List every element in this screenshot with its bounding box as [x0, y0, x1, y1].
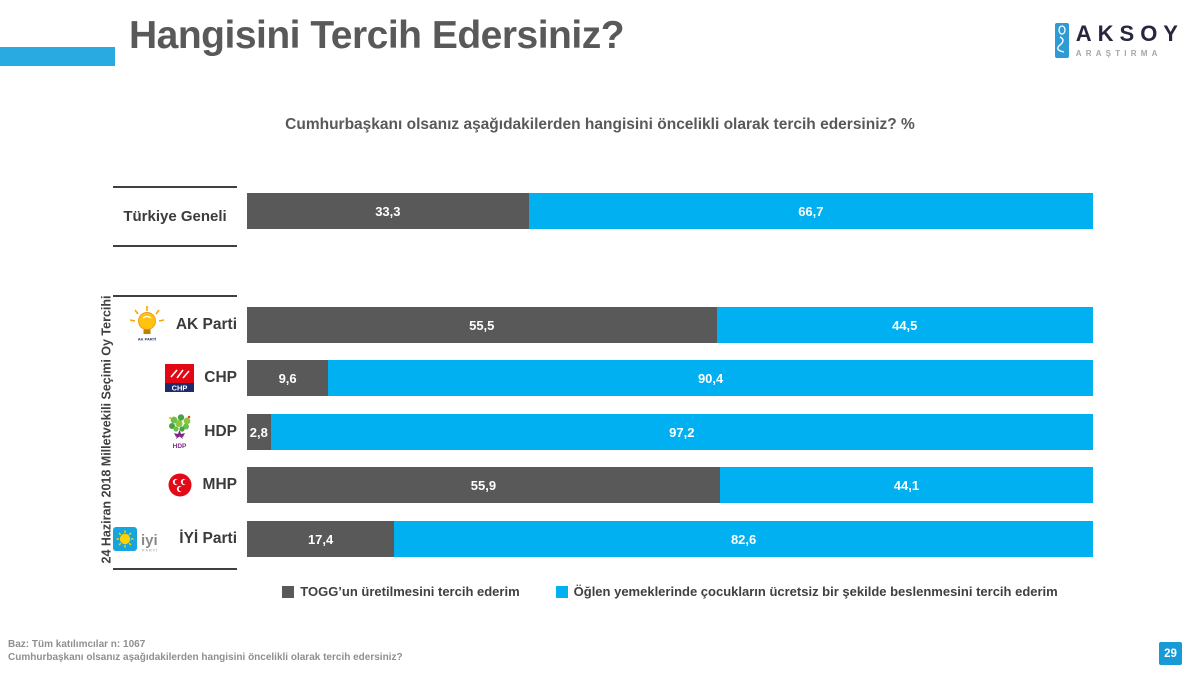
footer-question-note: Cumhurbaşkanı olsanız aşağıdakilerden ha…: [8, 652, 403, 663]
segment-lunch: 82,6: [394, 521, 1093, 557]
category-label: MHP: [57, 467, 237, 503]
segment-togg: 55,5: [247, 307, 717, 343]
bar-row-5: iyi PARTİ İYİ Parti 17,4 82,6: [0, 521, 1200, 557]
segment-togg: 17,4: [247, 521, 395, 557]
logo-subtext: ARAŞTIRMA: [1075, 49, 1162, 58]
aksoy-logo-icon: [1054, 22, 1071, 64]
svg-text:HDP: HDP: [173, 443, 187, 450]
legend-item-togg: TOGG’un üretilmesini tercih ederim: [282, 584, 520, 599]
aksoy-logo: AKSOY ARAŞTIRMA: [1054, 22, 1184, 64]
segment-lunch: 44,1: [719, 467, 1093, 503]
category-label: iyi PARTİ İYİ Parti: [57, 521, 237, 557]
bar-row-1: AK PARTİ AK Parti 55,5 44,5: [0, 305, 1200, 345]
stacked-bar: 9,6 90,4: [247, 360, 1093, 396]
segment-lunch: 66,7: [528, 193, 1093, 229]
segment-togg: 2,8: [247, 414, 271, 450]
category-label-text: AK Parti: [175, 316, 237, 333]
segment-togg: 55,9: [247, 467, 720, 503]
bar-row-3: HDP HDP 2,8 97,2: [0, 412, 1200, 453]
mhp-logo-icon: [166, 471, 194, 499]
bar-value-label: 33,3: [375, 203, 401, 219]
bar-value-label: 2,8: [249, 424, 268, 440]
bar-value-label: 90,4: [697, 370, 724, 386]
category-label-text: İYİ Parti: [179, 530, 237, 547]
page-number-badge: 29: [1159, 642, 1182, 665]
category-label-text: MHP: [202, 476, 237, 493]
category-label: HDP HDP: [57, 412, 237, 453]
bar-value-label: 82,6: [730, 531, 757, 547]
stacked-bar: 2,8 97,2: [247, 414, 1093, 450]
category-label: CHP CHP: [57, 360, 237, 396]
legend-swatch-icon: [555, 585, 568, 598]
svg-text:iyi: iyi: [141, 532, 158, 549]
legend-swatch-icon: [282, 585, 295, 598]
segment-lunch: 44,5: [716, 307, 1093, 343]
chart-question: Cumhurbaşkanı olsanız aşağıdakilerden ha…: [285, 116, 915, 133]
page-title: Hangisini Tercih Edersiniz?: [129, 14, 625, 57]
logo-name: AKSOY: [1075, 21, 1184, 46]
stacked-bar: 55,5 44,5: [247, 307, 1093, 343]
hdp-logo-icon: HDP: [164, 412, 195, 453]
bar-row-0: 33,3 66,7: [0, 193, 1200, 229]
svg-text:AK PARTİ: AK PARTİ: [138, 337, 157, 342]
bar-value-label: 55,9: [470, 477, 497, 493]
legend-item-lunch: Öğlen yemeklerinde çocukların ücretsiz b…: [555, 584, 1058, 599]
title-accent-bar: [0, 47, 115, 66]
bar-value-label: 44,1: [893, 477, 920, 493]
stacked-bar: 55,9 44,1: [247, 467, 1093, 503]
bar-row-4: MHP 55,9 44,1: [0, 467, 1200, 503]
bar-value-label: 17,4: [307, 531, 334, 547]
stacked-bar: 33,3 66,7: [247, 193, 1093, 229]
bar-value-label: 66,7: [798, 203, 824, 219]
legend-label: TOGG’un üretilmesini tercih ederim: [300, 584, 520, 599]
bar-value-label: 55,5: [469, 317, 495, 333]
bar-value-label: 9,6: [278, 370, 297, 386]
chp-logo-icon: CHP: [164, 362, 195, 394]
segment-togg: 9,6: [247, 360, 329, 396]
legend-label: Öğlen yemeklerinde çocukların ücretsiz b…: [573, 584, 1058, 599]
bar-row-2: CHP CHP 9,6 90,4: [0, 360, 1200, 396]
party-group-frame: [113, 295, 237, 570]
segment-lunch: 97,2: [270, 414, 1093, 450]
legend: TOGG’un üretilmesini tercih ederim Öğlen …: [247, 584, 1093, 599]
iyi-logo-icon: iyi PARTİ: [112, 524, 170, 554]
segment-togg: 33,3: [247, 193, 529, 229]
category-label-text: HDP: [204, 423, 237, 440]
svg-text:PARTİ: PARTİ: [142, 549, 158, 553]
footer: Baz: Tüm katılımcılar n: 1067 Cumhurbaşk…: [8, 638, 403, 664]
overall-label-box: Türkiye Geneli: [113, 186, 237, 247]
category-label-text: CHP: [204, 369, 237, 386]
footer-base-note: Baz: Tüm katılımcılar n: 1067: [8, 639, 146, 650]
svg-text:CHP: CHP: [172, 384, 188, 393]
segment-lunch: 90,4: [328, 360, 1093, 396]
stacked-bar: 17,4 82,6: [247, 521, 1093, 557]
category-label: AK PARTİ AK Parti: [57, 305, 237, 345]
akparti-logo-icon: AK PARTİ: [127, 305, 167, 345]
bar-value-label: 97,2: [669, 424, 695, 440]
bar-value-label: 44,5: [892, 317, 918, 333]
